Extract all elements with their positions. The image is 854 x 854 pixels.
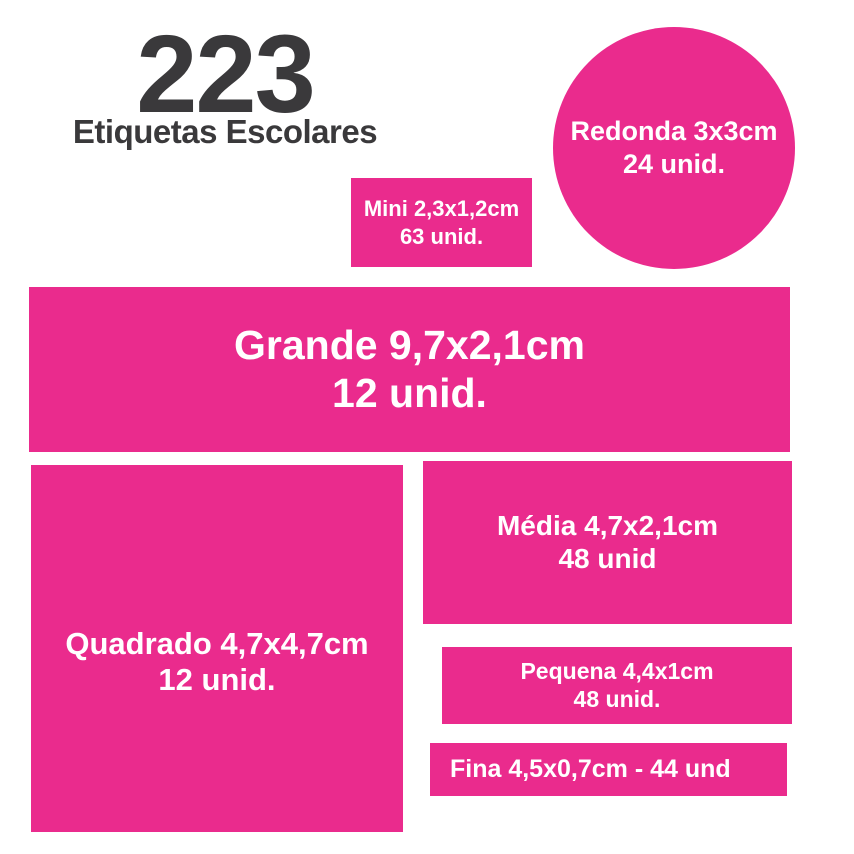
sticker-quadrado: Quadrado 4,7x4,7cm 12 unid. xyxy=(31,465,403,832)
sticker-redonda: Redonda 3x3cm 24 unid. xyxy=(553,27,795,269)
sticker-size-label: Redonda 3x3cm xyxy=(570,116,778,147)
sticker-size-label: Pequena 4,4x1cm xyxy=(520,657,714,684)
title-block: 223 Etiquetas Escolares xyxy=(20,13,430,151)
sticker-mini: Mini 2,3x1,2cm 63 unid. xyxy=(351,178,532,267)
total-count: 223 xyxy=(136,13,316,136)
sticker-fina: Fina 4,5x0,7cm - 44 und xyxy=(430,743,787,796)
sticker-quantity-label: 12 unid. xyxy=(158,661,276,697)
sticker-media: Média 4,7x2,1cm 48 unid xyxy=(423,461,792,624)
sticker-grande: Grande 9,7x2,1cm 12 unid. xyxy=(29,287,790,452)
sticker-quantity-label: 48 unid. xyxy=(573,685,661,712)
sticker-size-label: Quadrado 4,7x4,7cm xyxy=(65,625,369,661)
sticker-size-label: Fina 4,5x0,7cm - 44 und xyxy=(450,755,731,783)
sticker-quantity-label: 24 unid. xyxy=(622,149,725,179)
sticker-size-label: Grande 9,7x2,1cm xyxy=(234,321,585,368)
sticker-quantity-label: 48 unid xyxy=(558,542,657,574)
sticker-pequena: Pequena 4,4x1cm 48 unid. xyxy=(442,647,792,724)
sticker-size-label: Mini 2,3x1,2cm xyxy=(363,196,520,221)
sticker-size-label: Média 4,7x2,1cm xyxy=(496,510,719,542)
sticker-quantity-label: 63 unid. xyxy=(399,223,484,249)
sticker-quantity-label: 12 unid. xyxy=(332,369,487,416)
product-subtitle: Etiquetas Escolares xyxy=(72,113,378,150)
